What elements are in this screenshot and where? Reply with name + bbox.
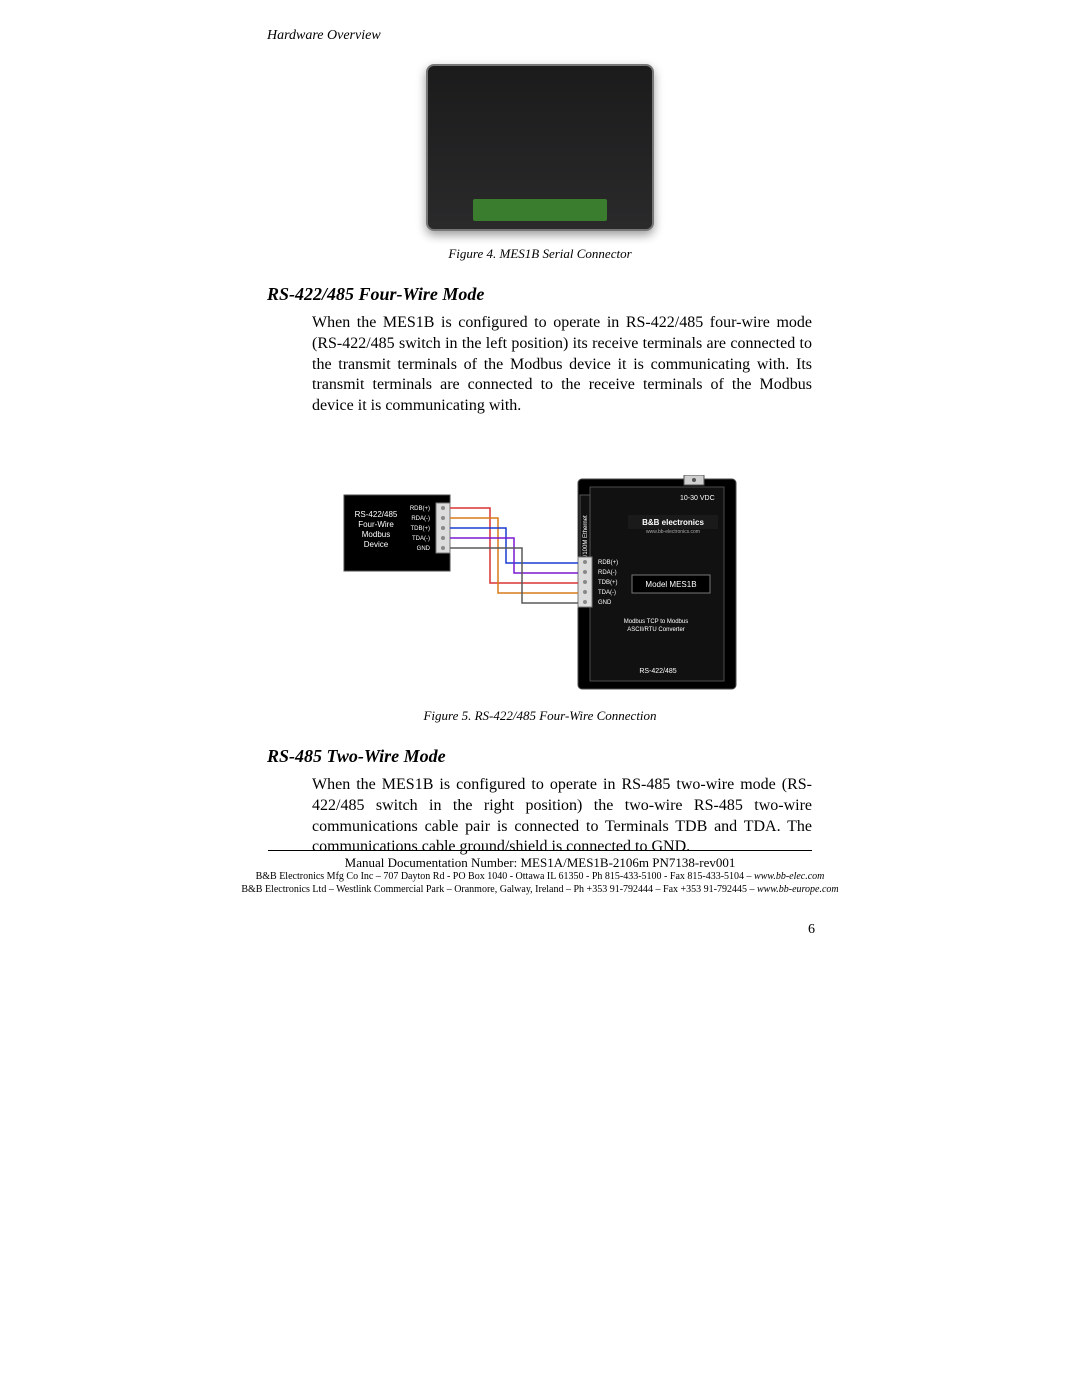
svg-text:RDA(-): RDA(-) bbox=[411, 516, 430, 522]
svg-text:RDA(-): RDA(-) bbox=[598, 570, 617, 576]
svg-text:Modbus TCP to Modbus: Modbus TCP to Modbus bbox=[624, 619, 688, 625]
figure5-caption: Figure 5. RS-422/485 Four-Wire Connectio… bbox=[180, 708, 900, 724]
svg-text:Model MES1B: Model MES1B bbox=[645, 580, 696, 589]
svg-text:10-30 VDC: 10-30 VDC bbox=[680, 495, 715, 502]
svg-text:RS-422/485: RS-422/485 bbox=[355, 510, 398, 519]
figure4-caption: Figure 4. MES1B Serial Connector bbox=[180, 246, 900, 262]
svg-text:GND: GND bbox=[417, 546, 431, 552]
svg-text:B&B electronics: B&B electronics bbox=[642, 518, 704, 527]
svg-text:RDB(+): RDB(+) bbox=[598, 560, 618, 566]
footer-line2: B&B Electronics Ltd – Westlink Commercia… bbox=[180, 884, 900, 897]
svg-text:10/100M Ethernet: 10/100M Ethernet bbox=[583, 515, 589, 563]
svg-text:ASCII/RTU Converter: ASCII/RTU Converter bbox=[627, 627, 685, 633]
section2-body: When the MES1B is configured to operate … bbox=[312, 775, 812, 858]
svg-text:GND: GND bbox=[598, 600, 612, 606]
svg-text:Modbus: Modbus bbox=[362, 530, 390, 539]
svg-text:TDA(-): TDA(-) bbox=[412, 536, 430, 542]
page-footer: Manual Documentation Number: MES1A/MES1B… bbox=[180, 850, 900, 938]
section1-title: RS-422/485 Four-Wire Mode bbox=[180, 284, 900, 305]
section2-title: RS-485 Two-Wire Mode bbox=[180, 746, 900, 767]
svg-text:www.bb-electronics.com: www.bb-electronics.com bbox=[646, 529, 700, 535]
svg-text:RS-422/485: RS-422/485 bbox=[639, 668, 676, 675]
figure4-image bbox=[180, 64, 900, 236]
svg-text:Four-Wire: Four-Wire bbox=[358, 520, 394, 529]
svg-text:TDA(-): TDA(-) bbox=[598, 590, 616, 596]
svg-text:TDB(+): TDB(+) bbox=[598, 580, 618, 586]
section1-body: When the MES1B is configured to operate … bbox=[312, 313, 812, 417]
svg-text:TDB(+): TDB(+) bbox=[411, 526, 431, 532]
svg-text:RDB(+): RDB(+) bbox=[410, 506, 430, 512]
footer-main: Manual Documentation Number: MES1A/MES1B… bbox=[180, 855, 900, 871]
figure5-diagram: RS-422/485 Four-Wire Modbus Device RDB(+… bbox=[180, 475, 900, 698]
svg-text:Device: Device bbox=[364, 540, 389, 549]
page-header: Hardware Overview bbox=[180, 28, 900, 44]
page-number: 6 bbox=[180, 922, 900, 938]
footer-line1: B&B Electronics Mfg Co Inc – 707 Dayton … bbox=[180, 871, 900, 884]
